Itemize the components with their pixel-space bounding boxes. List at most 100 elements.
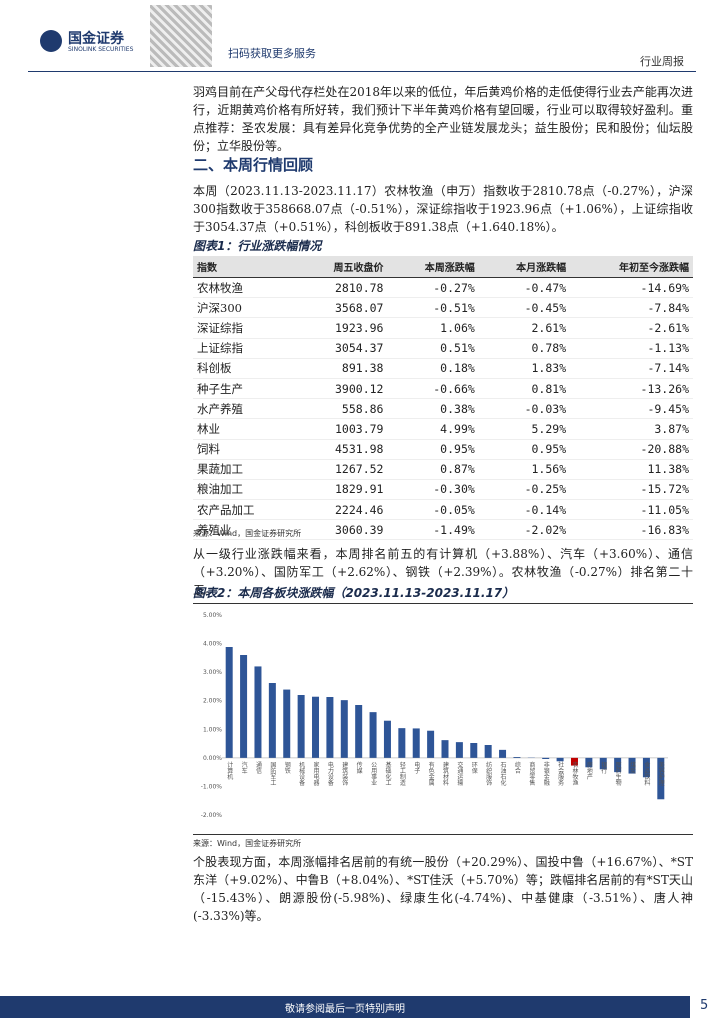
- table-row: 养殖业 3060.39 -1.49% -2.02% -16.83%: [193, 519, 693, 541]
- table-cell: 2224.46: [296, 499, 388, 521]
- bar: [484, 745, 492, 758]
- bar: [225, 647, 233, 758]
- table-cell: -7.14%: [570, 358, 693, 379]
- table-cell: 1.83%: [478, 358, 571, 379]
- logo-en: SINOLINK SECURITIES: [68, 46, 134, 53]
- x-tick-label: 社会服务: [557, 761, 564, 787]
- bar: [283, 689, 291, 758]
- table-cell: -2.61%: [570, 317, 693, 339]
- qr-text: 扫码获取更多服务: [228, 47, 316, 60]
- x-tick-label: 国防军工: [269, 762, 276, 786]
- qr-code: [150, 5, 212, 67]
- table-cell: 0.78%: [478, 338, 571, 359]
- x-tick-label: 银行: [600, 761, 607, 775]
- table-row: 沪深300 3568.07 -0.51% -0.45% -7.84%: [193, 297, 693, 319]
- table-cell: 农产品加工: [193, 499, 297, 521]
- table-cell: 种子生产: [193, 378, 297, 400]
- header-row: 指数 周五收盘价 本周涨跌幅 本月涨跌幅 年初至今涨跌幅: [193, 256, 693, 278]
- table-cell: 0.51%: [387, 338, 479, 359]
- y-tick-label: 1.00%: [203, 726, 222, 733]
- table-cell: 沪深300: [193, 297, 297, 319]
- x-tick-label: 商贸零售: [528, 761, 535, 787]
- x-tick-label: 机械设备: [298, 761, 305, 787]
- table-row: 水产养殖 558.86 0.38% -0.03% -9.45%: [193, 398, 693, 420]
- paragraph: 羽鸡目前在产父母代存栏处在2018年以来的低位，年后黄鸡价格的走低使得行业去产能…: [193, 85, 693, 153]
- table-cell: -0.14%: [478, 499, 571, 521]
- table-row: 果蔬加工 1267.52 0.87% 1.56% 11.38%: [193, 459, 693, 480]
- bar: [628, 757, 636, 774]
- table-cell: -0.27%: [387, 277, 479, 299]
- x-tick-label: 电子: [413, 761, 420, 774]
- bar: [513, 757, 521, 758]
- bar: [240, 655, 248, 758]
- table-cell: 0.87%: [387, 459, 479, 480]
- table-cell: -14.69%: [570, 277, 693, 299]
- source: 来源：Wind，国金证券研究所: [193, 834, 693, 849]
- y-tick-label: 5.00%: [203, 612, 222, 619]
- x-tick-label: 轻工制造: [398, 761, 405, 787]
- table-cell: 饲料: [193, 439, 297, 460]
- table-row: 农林牧渔 2810.78 -0.27% -0.47% -14.69%: [193, 277, 693, 299]
- table-cell: 2.61%: [478, 317, 571, 339]
- table-cell: 农林牧渔: [193, 277, 297, 299]
- x-tick-label: 通信: [254, 761, 261, 775]
- table-cell: 水产养殖: [193, 398, 297, 420]
- table-cell: -1.49%: [387, 519, 479, 541]
- column-header: 指数: [193, 256, 297, 278]
- column-header: 本月涨跌幅: [478, 256, 571, 278]
- bar: [398, 728, 406, 758]
- bar: [642, 757, 650, 778]
- table-row: 深证综指 1923.96 1.06% 2.61% -2.61%: [193, 317, 693, 339]
- table-row: 林业 1003.79 4.99% 5.29% 3.87%: [193, 418, 693, 440]
- y-tick-label: 0.00%: [203, 755, 222, 762]
- table-cell: 养殖业: [193, 519, 297, 541]
- table-row: 饲料 4531.98 0.95% 0.95% -20.88%: [193, 439, 693, 460]
- table-cell: 林业: [193, 418, 297, 440]
- x-tick-label: 基础化工: [384, 761, 391, 786]
- table-row: 科创板 891.38 0.18% 1.83% -7.14%: [193, 358, 693, 379]
- paragraph: 个股表现方面，本周涨幅排名居前的有统一股份（+20.29%）、国投中鲁（+16.…: [193, 855, 693, 923]
- bar: [455, 742, 463, 758]
- x-tick-label: 纺织服饰: [485, 761, 492, 787]
- y-tick-label: 4.00%: [203, 641, 222, 648]
- bar: [585, 757, 593, 768]
- table-cell: 0.18%: [387, 358, 479, 379]
- bar: [599, 757, 607, 770]
- x-tick-label: 建筑材料: [442, 761, 449, 787]
- report-type: 行业周报: [640, 55, 684, 68]
- bar: [383, 720, 391, 758]
- table-row: 种子生产 3900.12 -0.66% 0.81% -13.26%: [193, 378, 693, 400]
- logo-icon: [40, 30, 62, 52]
- y-tick-label: 3.00%: [203, 669, 222, 676]
- paragraph: 从一级行业涨跌幅来看，本周排名前五的有计算机（+3.88%）、汽车（+3.60%…: [193, 547, 693, 597]
- table-cell: 1.56%: [478, 459, 571, 480]
- column-header: 本周涨跌幅: [387, 256, 479, 278]
- table-row: 粮油加工 1829.91 -0.30% -0.25% -15.72%: [193, 479, 693, 501]
- logo-text: 国金证券: [68, 31, 124, 47]
- x-tick-label: 传媒: [355, 761, 362, 775]
- x-tick-label: 建筑装饰: [341, 761, 348, 787]
- table-cell: -20.88%: [570, 439, 693, 460]
- table-cell: -0.45%: [478, 297, 571, 319]
- x-tick-label: 家用电器: [312, 761, 319, 787]
- table-cell: 558.86: [296, 398, 388, 420]
- table-cell: 891.38: [296, 358, 388, 379]
- table-cell: 1003.79: [296, 418, 388, 440]
- table-cell: 0.38%: [387, 398, 479, 420]
- table-cell: 粮油加工: [193, 479, 297, 501]
- bar: [340, 700, 348, 758]
- y-tick-label: -2.00%: [201, 812, 223, 819]
- table-cell: 0.95%: [478, 439, 571, 460]
- table-cell: 1.06%: [387, 317, 479, 339]
- column-header: 周五收盘价: [296, 256, 388, 278]
- bar: [326, 697, 334, 758]
- paragraph: 本周（2023.11.13-2023.11.17）农林牧渔（申万）指数收于281…: [193, 184, 693, 234]
- table-cell: -9.45%: [570, 398, 693, 420]
- page-number: 5: [700, 998, 709, 1013]
- x-tick-label: 食品饮料: [643, 761, 650, 787]
- table-cell: 科创板: [193, 358, 297, 379]
- y-tick-label: 2.00%: [203, 698, 222, 705]
- table-cell: 0.81%: [478, 378, 571, 400]
- table-cell: -0.03%: [478, 398, 571, 420]
